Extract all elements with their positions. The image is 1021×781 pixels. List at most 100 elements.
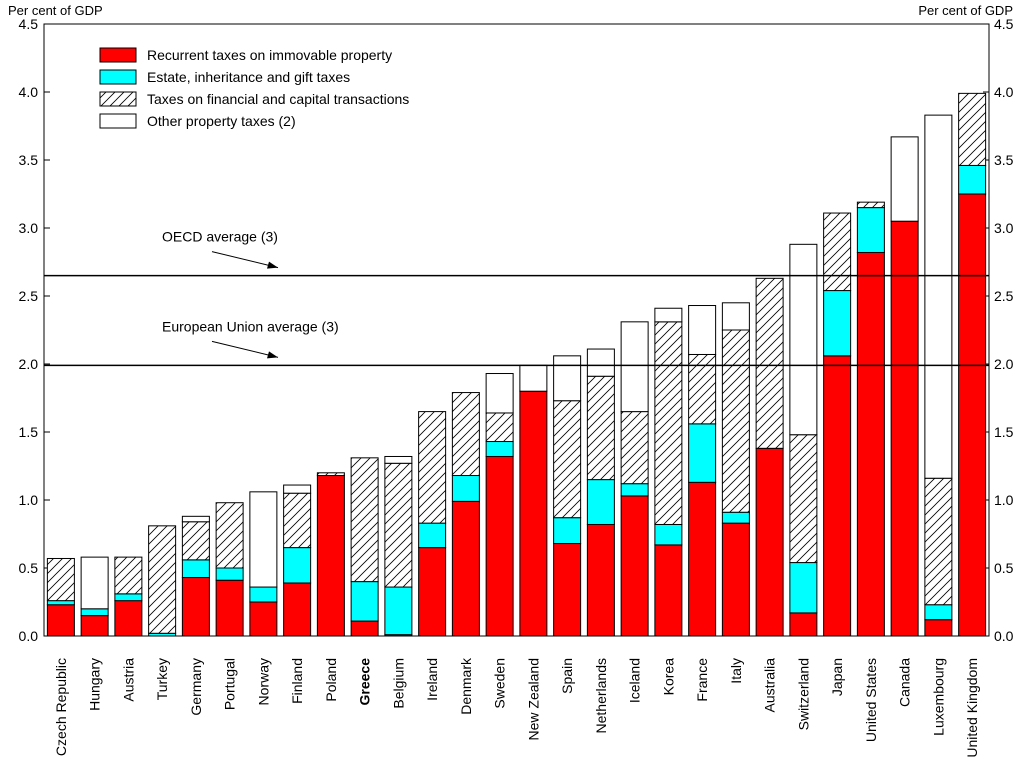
y-tick-label-right: 4.0: [994, 84, 1014, 100]
y-tick-label-right: 0.0: [994, 628, 1014, 644]
x-tick-label: United States: [863, 658, 879, 742]
bar-segment-recurrent: [46, 604, 75, 637]
bar-segment-estate: [80, 608, 109, 617]
x-tick-label: Canada: [897, 658, 913, 707]
x-tick-label: Italy: [728, 658, 744, 684]
y-tick-label-right: 0.5: [994, 560, 1014, 576]
legend-label: Other property taxes (2): [147, 113, 296, 129]
bar-segment-other: [519, 364, 548, 392]
x-tick-label: Netherlands: [593, 658, 609, 734]
reference-arrowhead: [267, 261, 278, 269]
x-tick-label: Denmark: [458, 657, 474, 715]
reference-line-label: OECD average (3): [162, 229, 278, 245]
bar-segment-estate: [654, 523, 683, 546]
x-tick-label: Luxembourg: [930, 658, 946, 736]
x-tick-label: Poland: [323, 658, 339, 702]
x-tick-label: Ireland: [424, 658, 440, 701]
bar-segment-recurrent: [249, 601, 278, 637]
bar-segment-financial: [485, 412, 514, 443]
bar-segment-estate: [485, 441, 514, 457]
bar-segment-financial: [384, 462, 413, 588]
y-tick-label-left: 1.5: [19, 424, 39, 440]
bar-segment-financial: [451, 392, 480, 477]
bar-segment-other: [688, 305, 717, 355]
x-tick-label: Switzerland: [795, 658, 811, 730]
x-tick-label: Australia: [762, 658, 778, 713]
y-tick-label-right: 3.5: [994, 152, 1014, 168]
legend-swatch-financial: [99, 91, 137, 107]
x-axis-labels: Czech Republic Hungary Austria Turkey German…: [53, 657, 980, 758]
bar-segment-estate: [46, 600, 75, 606]
bar-segment-recurrent: [789, 612, 818, 637]
legend-swatch-recurrent: [99, 47, 137, 63]
legend-swatch-estate: [99, 69, 137, 85]
y-axis-label-left: Per cent of GDP: [8, 3, 103, 18]
y-tick-label-left: 0.0: [19, 628, 39, 644]
bar-segment-estate: [114, 593, 143, 602]
bar-segment-recurrent: [586, 523, 615, 637]
bar-segment-financial: [789, 434, 818, 564]
x-tick-label: Greece: [357, 658, 373, 706]
bar-segment-recurrent: [654, 544, 683, 637]
y-tick-label-left: 3.0: [19, 220, 39, 236]
x-tick-label: Czech Republic: [53, 658, 69, 756]
bar-segment-recurrent: [856, 251, 885, 637]
bar-segment-recurrent: [451, 500, 480, 637]
bar-segment-estate: [620, 483, 649, 497]
bar-segment-estate: [283, 547, 312, 584]
y-tick-label-right: 1.0: [994, 492, 1014, 508]
bar-segment-recurrent: [114, 600, 143, 637]
bar-segment-financial: [721, 329, 750, 513]
bar-segment-recurrent: [958, 193, 987, 637]
bar-segment-recurrent: [688, 481, 717, 637]
bar-segment-estate: [553, 517, 582, 545]
bar-segment-recurrent: [215, 579, 244, 637]
bar-segment-financial: [46, 557, 75, 602]
bar-segment-financial: [654, 321, 683, 525]
bar-segment-recurrent: [283, 582, 312, 637]
bar-segment-recurrent: [924, 619, 953, 637]
bar-segment-recurrent: [181, 577, 210, 637]
x-tick-label: United Kingdom: [964, 658, 980, 758]
x-tick-label: Korea: [660, 658, 676, 696]
x-tick-label: Japan: [829, 658, 845, 696]
bar-segment-estate: [451, 475, 480, 502]
bar-segment-recurrent: [485, 455, 514, 637]
bar-segment-recurrent: [890, 220, 919, 637]
x-tick-label: Finland: [289, 658, 305, 704]
bar-segment-financial: [418, 411, 447, 524]
bar-segment-estate: [688, 423, 717, 483]
legend-label: Taxes on financial and capital transacti…: [147, 91, 409, 107]
y-axis-label-right: Per cent of GDP: [918, 3, 1013, 18]
bar-segment-financial: [215, 502, 244, 569]
reference-arrow: [211, 340, 279, 358]
bar-segment-financial: [553, 400, 582, 519]
bar-segment-estate: [924, 604, 953, 621]
bar-segment-financial: [620, 411, 649, 485]
x-tick-label: Portugal: [222, 658, 238, 710]
bar-segment-recurrent: [418, 547, 447, 637]
y-tick-label-left: 4.5: [19, 16, 39, 32]
reference-lines: OECD average (3) European Union average (…: [44, 229, 989, 367]
bar-segment-financial: [856, 201, 885, 209]
bar-segment-financial: [181, 521, 210, 561]
y-tick-label-right: 1.5: [994, 424, 1014, 440]
bar-segment-other: [654, 307, 683, 323]
x-tick-label: New Zealand: [525, 658, 541, 741]
y-tick-label-left: 2.5: [19, 288, 39, 304]
bar-segment-other: [620, 321, 649, 413]
x-tick-label: France: [694, 658, 710, 702]
x-tick-label: Spain: [559, 658, 575, 694]
plot-frame: [43, 23, 990, 637]
x-tick-label: Norway: [255, 658, 271, 705]
x-tick-label: Turkey: [154, 658, 170, 700]
bar-segment-estate: [823, 290, 852, 357]
legend-label: Recurrent taxes on immovable property: [147, 47, 392, 63]
bar-segment-financial: [316, 472, 345, 477]
bar-segment-other: [249, 491, 278, 588]
x-tick-label: Iceland: [627, 658, 643, 703]
bar-segment-financial: [755, 277, 784, 449]
bar-segment-financial: [958, 92, 987, 166]
bar-segment-recurrent: [519, 390, 548, 637]
